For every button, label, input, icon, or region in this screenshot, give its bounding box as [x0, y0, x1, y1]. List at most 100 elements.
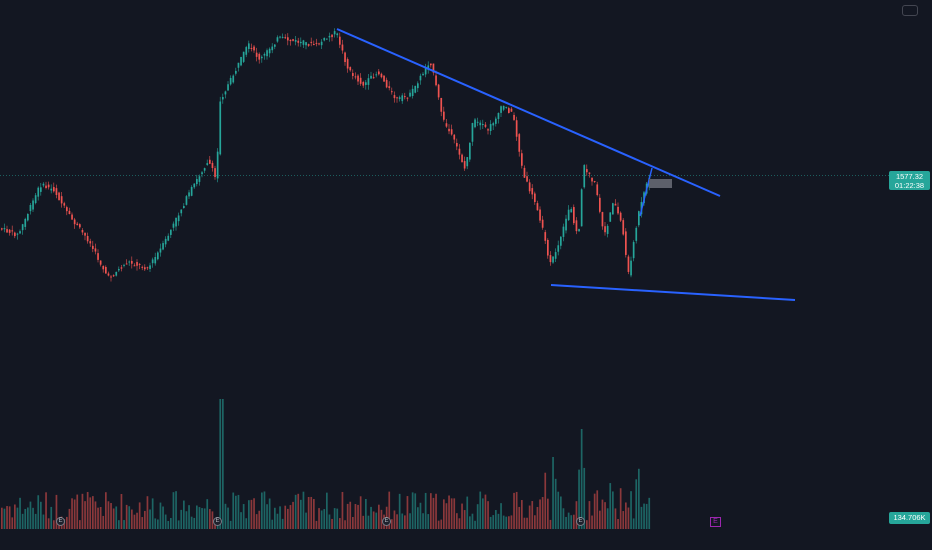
candle [443, 111, 445, 120]
candle [352, 73, 354, 76]
volume-bar [313, 499, 315, 529]
recent-leg-line[interactable] [639, 167, 653, 217]
volume-bar [63, 519, 66, 529]
candle [185, 196, 188, 205]
upper-trendline[interactable] [336, 28, 721, 197]
candle [302, 40, 305, 45]
volume-bar [482, 498, 484, 529]
candle [271, 46, 274, 51]
volume-bar [144, 510, 146, 529]
volume-bar [253, 498, 255, 529]
candle [89, 241, 92, 244]
candle [536, 203, 539, 211]
volume-bar [73, 499, 76, 529]
candle [580, 189, 583, 227]
volume-bar [406, 496, 409, 529]
candle [216, 151, 219, 179]
candle [440, 97, 443, 112]
earnings-icon[interactable]: E [382, 517, 391, 526]
volume-bar [419, 502, 422, 529]
bar-countdown: 01:22:38 [894, 181, 925, 190]
candle [398, 97, 401, 99]
candle [203, 168, 206, 171]
volume-bar [552, 457, 554, 529]
volume-bar [180, 509, 183, 529]
volume-bar [448, 495, 450, 529]
volume-bar [157, 519, 159, 529]
chart-settings-icon[interactable] [902, 5, 918, 16]
candle [76, 223, 79, 226]
candle [474, 119, 476, 128]
candle [107, 273, 110, 276]
candle [515, 120, 518, 137]
lower-trendline[interactable] [550, 284, 796, 301]
candle [131, 260, 133, 264]
candle [118, 269, 120, 271]
candle [469, 142, 471, 160]
volume-bar [248, 500, 250, 529]
candle [157, 252, 159, 260]
candle [79, 224, 81, 228]
volume-bar [365, 498, 367, 529]
candle [24, 218, 27, 227]
candle [508, 108, 510, 113]
candle [1, 228, 3, 230]
volume-bar [513, 492, 515, 529]
candle [32, 200, 34, 210]
candle [354, 76, 357, 78]
volume-bar [136, 512, 138, 529]
candle [180, 209, 183, 214]
volume-bar [255, 514, 258, 529]
volume-badge: 134.706K [889, 512, 930, 524]
candle [617, 206, 619, 214]
candle [201, 172, 203, 175]
earnings-icon[interactable]: E [576, 517, 585, 526]
candle [526, 176, 528, 182]
calendar-event-icon[interactable]: E [710, 517, 721, 527]
candle [375, 74, 378, 76]
volume-bar [580, 429, 583, 529]
volume-bar [570, 515, 573, 529]
volume-bar [268, 498, 271, 529]
candle [266, 50, 268, 57]
volume-bar [263, 491, 266, 529]
volume-bar [188, 505, 190, 529]
volume-bar [131, 509, 133, 529]
candle [549, 255, 552, 263]
earnings-icon[interactable]: E [56, 517, 65, 526]
volume-bar [164, 514, 167, 529]
volume-bar [484, 494, 487, 529]
last-price-value: 1577.32 [895, 172, 924, 181]
candle [261, 56, 263, 59]
volume-bar [297, 493, 300, 529]
candle [331, 34, 333, 38]
volume-bar [622, 511, 625, 529]
candle [248, 43, 250, 49]
candle [591, 177, 593, 182]
volume-bar [66, 516, 68, 529]
volume-bar [456, 513, 458, 529]
candle [92, 245, 94, 249]
candle [372, 77, 375, 79]
volume-bar [560, 496, 562, 529]
candle [193, 183, 196, 188]
volume-bar [359, 496, 362, 529]
volume-bar [643, 503, 645, 529]
volume-bar [495, 510, 497, 529]
candle [190, 186, 193, 196]
volume-bar [588, 501, 591, 529]
candle [406, 97, 409, 99]
volume-bar [489, 516, 492, 529]
volume-bar [346, 503, 349, 529]
volume-bar [190, 516, 193, 529]
volume-bar [411, 492, 414, 529]
volume-bar [203, 508, 206, 529]
candle [573, 207, 575, 224]
volume-bar [307, 497, 310, 529]
volume-bar [318, 508, 320, 529]
candle [575, 220, 578, 232]
volume-bar [401, 513, 404, 529]
volume-bar [404, 515, 406, 529]
earnings-icon[interactable]: E [213, 517, 222, 526]
